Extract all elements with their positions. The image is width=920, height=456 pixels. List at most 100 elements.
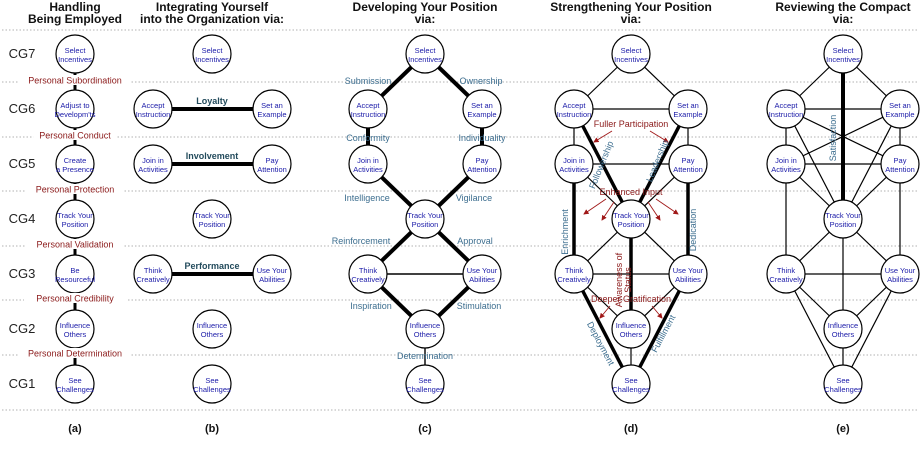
header-d-line: via: <box>621 12 642 26</box>
node-label: a Presence <box>56 165 94 174</box>
node-circle <box>348 89 388 129</box>
panel-c-label-approval: Approval <box>457 236 493 246</box>
node-label: Select <box>621 46 643 55</box>
panel-a-label: Personal Determination <box>28 349 122 359</box>
header-b-line: into the Organization via: <box>140 12 284 26</box>
panel-a-label: Personal Credibility <box>36 294 114 304</box>
node-circle <box>668 89 708 129</box>
panel-d-label-enrichment: Enrichment <box>560 209 570 255</box>
panel-a-label: Personal Subordination <box>28 76 122 86</box>
node-circle <box>55 199 95 239</box>
node-circle <box>823 199 863 239</box>
node-label: Track Your <box>194 211 230 220</box>
arrow <box>651 305 663 319</box>
node-circle <box>611 199 651 239</box>
node-label: Creatively <box>769 275 803 284</box>
header-c-line: via: <box>415 12 436 26</box>
node-circle <box>252 144 292 184</box>
node-label: Create <box>64 156 87 165</box>
node-circle <box>611 34 651 74</box>
node-label: Example <box>885 110 914 119</box>
node-label: Pay <box>266 156 279 165</box>
node-label: Set an <box>261 101 283 110</box>
panel-d-edge-deployment <box>572 273 633 385</box>
node-label: Set an <box>677 101 699 110</box>
node-label: Influence <box>828 321 858 330</box>
node-label: Think <box>144 266 163 275</box>
panel-c-label-determination: Determination <box>397 351 453 361</box>
node-label: Attention <box>885 165 915 174</box>
label-bg <box>33 130 117 140</box>
node-label: Select <box>415 46 437 55</box>
node-circle <box>766 89 806 129</box>
node-label: Resourceful <box>55 275 95 284</box>
panel-c-label-intelligence: Intelligence <box>344 193 390 203</box>
header-a-line: Being Employed <box>28 12 122 26</box>
panel-d-edge-fulfillment <box>629 273 690 385</box>
node-circle <box>133 144 173 184</box>
panel-b-label-loyalty: Loyalty <box>196 96 228 106</box>
node-label: Position <box>199 220 226 229</box>
node-label: Others <box>414 330 437 339</box>
node-label: Track Your <box>57 211 93 220</box>
arrow <box>583 198 607 215</box>
node-label: Creatively <box>351 275 385 284</box>
node-label: Others <box>832 330 855 339</box>
node-circle <box>405 364 445 404</box>
node-circle <box>348 144 388 184</box>
arrow <box>647 201 661 221</box>
panel-d-label-leadership: Leadership <box>644 138 670 183</box>
panel-d-label-awareness: Status <box>623 267 633 293</box>
node-circle <box>462 89 502 129</box>
node-label: Challenges <box>193 385 231 394</box>
panel-label: (a) <box>68 423 82 435</box>
panel-label: (e) <box>836 423 850 435</box>
node-circle <box>668 144 708 184</box>
panel-c-label-reinforcement: Reinforcement <box>332 236 391 246</box>
node-label: Use Your <box>467 266 498 275</box>
node-label: Instruction <box>351 110 386 119</box>
label-bg <box>26 184 124 194</box>
node-label: Track Your <box>407 211 443 220</box>
panel-c-label-stimulation: Stimulation <box>457 301 502 311</box>
node-circle <box>611 309 651 349</box>
node-circle <box>133 254 173 294</box>
node-label: Use Your <box>885 266 916 275</box>
node-circle <box>252 89 292 129</box>
node-label: Activities <box>771 165 801 174</box>
node-label: Pay <box>894 156 907 165</box>
node-label: Select <box>65 46 87 55</box>
arrow <box>601 201 615 221</box>
header-c-line: Developing Your Position <box>353 0 498 14</box>
node-label: Accept <box>142 101 166 110</box>
node-label: Attention <box>673 165 703 174</box>
node-circle <box>55 364 95 404</box>
node-circle <box>880 144 920 184</box>
node-circle <box>192 199 232 239</box>
node-label: Think <box>777 266 796 275</box>
node-label: Example <box>673 110 702 119</box>
node-label: Incentives <box>58 55 92 64</box>
node-label: See <box>836 376 849 385</box>
panel-b-label-involvement: Involvement <box>186 151 239 161</box>
node-label: Position <box>412 220 439 229</box>
node-label: Think <box>359 266 378 275</box>
